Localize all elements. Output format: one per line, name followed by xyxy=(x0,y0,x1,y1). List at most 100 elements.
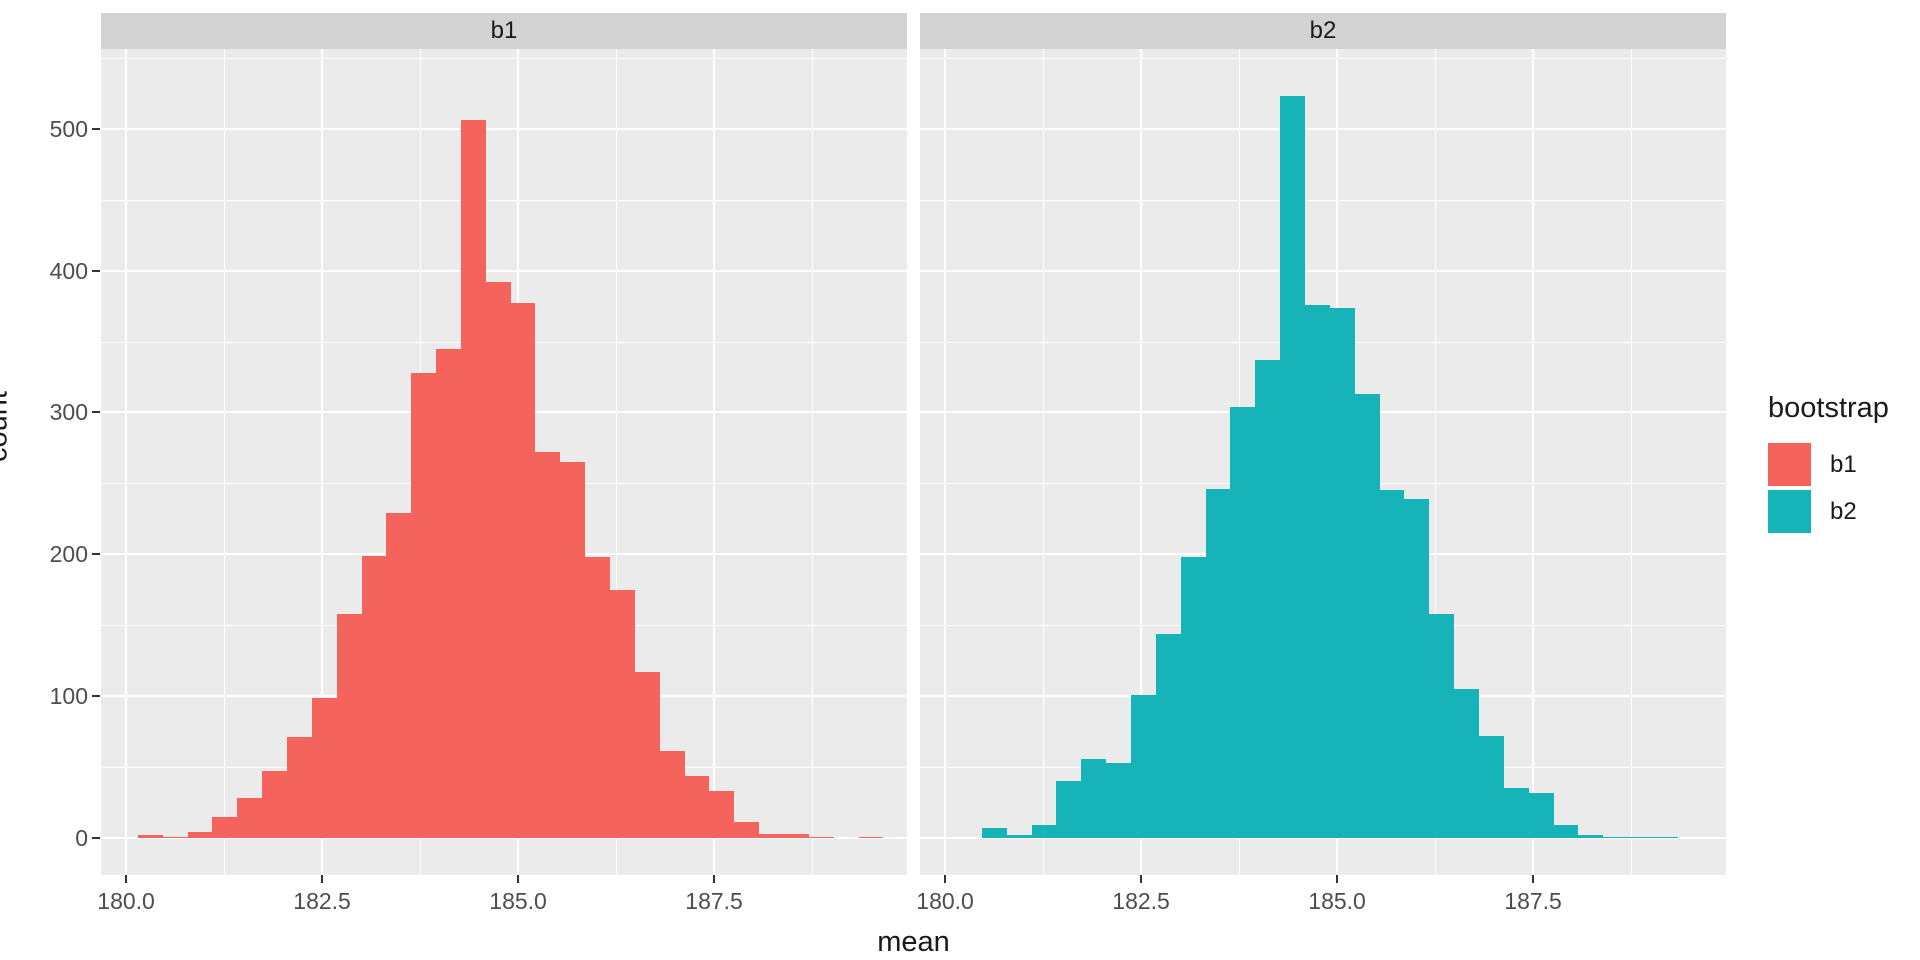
gridline-major-y xyxy=(920,837,1726,839)
x-tick-mark xyxy=(1336,875,1339,883)
histogram-bar xyxy=(361,555,387,838)
gridline-minor-y xyxy=(101,57,907,59)
y-tick-mark xyxy=(92,837,100,839)
x-tick-mark xyxy=(321,875,324,883)
y-tick-mark xyxy=(92,695,100,698)
y-tick-label: 100 xyxy=(49,683,88,710)
facet-strip-b2: b2 xyxy=(920,13,1726,49)
histogram-bar xyxy=(1006,835,1032,838)
gridline-minor-y xyxy=(920,57,1726,59)
histogram-bar xyxy=(585,557,611,838)
histogram-bar xyxy=(1478,735,1504,838)
histogram-bar xyxy=(659,751,685,838)
histogram-bar xyxy=(1081,758,1107,838)
gridline-major-x xyxy=(944,49,947,875)
gridline-minor-x xyxy=(1435,49,1437,875)
x-tick-mark xyxy=(1532,875,1535,883)
facet-b1: b1 xyxy=(101,13,907,875)
histogram-bar xyxy=(560,462,586,838)
gridline-major-y xyxy=(101,127,907,130)
histogram-bar xyxy=(212,816,238,838)
histogram-bar xyxy=(1255,359,1281,838)
gridline-major-y xyxy=(101,269,907,272)
histogram-bar xyxy=(1131,694,1156,838)
legend-item-b2: b2 xyxy=(1768,488,1918,535)
histogram-bar xyxy=(237,798,263,838)
facet-b2: b2 xyxy=(920,13,1726,875)
gridline-major-x xyxy=(1140,49,1143,875)
histogram-bar xyxy=(187,832,213,838)
histogram-bar xyxy=(386,513,412,838)
gridline-minor-y xyxy=(920,199,1726,201)
histogram-bar xyxy=(734,822,760,838)
gridline-major-y xyxy=(920,269,1726,272)
legend-title: bootstrap xyxy=(1768,392,1889,424)
x-tick-label: 187.5 xyxy=(685,888,743,914)
gridline-minor-x xyxy=(1043,49,1045,875)
legend-label-b2: b2 xyxy=(1830,497,1857,525)
histogram-bar xyxy=(784,833,809,838)
histogram-bar xyxy=(1404,499,1430,838)
histogram-bar xyxy=(1603,836,1629,838)
x-tick-label: 182.5 xyxy=(1112,888,1170,914)
histogram-bar xyxy=(1578,835,1604,838)
gridline-major-x xyxy=(321,49,324,875)
histogram-bar xyxy=(1230,406,1256,838)
facet-strip-b1: b1 xyxy=(101,13,907,49)
histogram-bar xyxy=(1628,836,1653,838)
histogram-bar xyxy=(1652,836,1678,838)
gridline-major-x xyxy=(713,49,716,875)
histogram-bar xyxy=(1106,762,1132,838)
histogram-bar xyxy=(1205,489,1231,838)
legend-item-b1: b1 xyxy=(1768,441,1918,488)
histogram-bar xyxy=(634,672,660,838)
histogram-bar xyxy=(1056,781,1082,838)
histogram-bar xyxy=(709,791,735,838)
histogram-bar xyxy=(411,372,437,838)
gridline-major-x xyxy=(125,49,128,875)
histogram-bar xyxy=(262,771,287,838)
x-tick-label: 185.0 xyxy=(1308,888,1366,914)
histogram-bar xyxy=(336,613,362,838)
histogram-bar xyxy=(485,281,511,838)
histogram-bar xyxy=(137,835,163,838)
histogram-bar xyxy=(1553,825,1579,838)
gridline-minor-x xyxy=(224,49,226,875)
x-tick-mark xyxy=(944,875,947,883)
histogram-bar xyxy=(610,589,635,838)
legend-label-b1: b1 xyxy=(1830,450,1857,478)
y-tick-label: 300 xyxy=(49,399,88,426)
histogram-bar xyxy=(981,828,1007,838)
histogram-bar xyxy=(1280,96,1305,838)
x-tick-label: 180.0 xyxy=(97,888,155,914)
gridline-minor-x xyxy=(812,49,814,875)
histogram-bar xyxy=(1329,307,1355,838)
x-tick-label: 182.5 xyxy=(293,888,351,914)
facet-strip-label: b2 xyxy=(1309,17,1337,44)
histogram-bar xyxy=(460,120,486,838)
histogram-bar xyxy=(535,452,561,838)
y-tick-mark xyxy=(92,411,100,414)
histogram-bar xyxy=(1379,490,1405,838)
gridline-major-x xyxy=(1532,49,1535,875)
histogram-bar xyxy=(436,348,461,838)
y-tick-label: 0 xyxy=(75,825,88,851)
histogram-bar xyxy=(162,836,188,838)
histogram-bar xyxy=(684,775,710,838)
x-tick-mark xyxy=(125,875,128,883)
histogram-bar xyxy=(858,836,884,838)
legend: bootstrap b1 b2 xyxy=(1768,392,1918,535)
x-tick-label: 185.0 xyxy=(489,888,547,914)
histogram-bar xyxy=(1180,557,1206,838)
y-tick-mark xyxy=(92,269,100,272)
histogram-bar xyxy=(1354,394,1380,838)
histogram-bar xyxy=(1305,304,1330,838)
histogram-bar xyxy=(311,697,337,838)
x-tick-mark xyxy=(517,875,520,883)
y-tick-label: 200 xyxy=(49,541,88,568)
gridline-minor-x xyxy=(616,49,618,875)
histogram-bar xyxy=(759,833,784,838)
gridline-major-y xyxy=(920,127,1726,130)
histogram-bar xyxy=(808,836,834,838)
